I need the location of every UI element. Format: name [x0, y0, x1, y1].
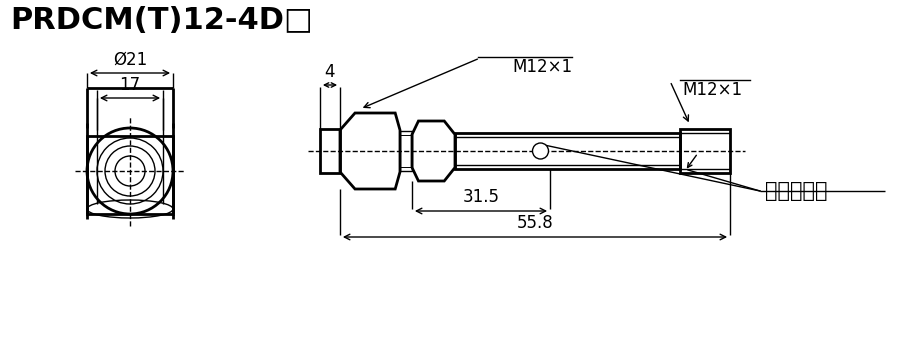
- Bar: [319, 129, 340, 173]
- Text: 55.8: 55.8: [516, 214, 553, 232]
- Bar: [455, 133, 679, 169]
- Text: 指示灯位置: 指示灯位置: [764, 181, 826, 201]
- Text: 17: 17: [119, 76, 141, 94]
- Bar: [87, 136, 173, 214]
- Bar: [679, 129, 729, 173]
- Circle shape: [532, 143, 548, 159]
- Text: PRDCM(T)12-4D□: PRDCM(T)12-4D□: [10, 6, 312, 35]
- Text: M12×1: M12×1: [511, 58, 572, 76]
- Text: Ø21: Ø21: [113, 51, 147, 69]
- Text: 4: 4: [325, 63, 335, 81]
- Text: 31.5: 31.5: [462, 188, 499, 206]
- Bar: [400, 131, 411, 171]
- Text: M12×1: M12×1: [681, 81, 741, 99]
